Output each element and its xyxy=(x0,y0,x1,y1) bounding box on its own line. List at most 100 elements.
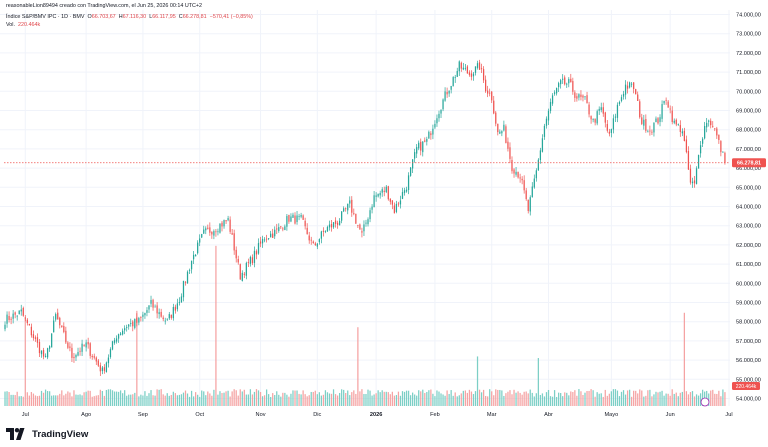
volume-bar xyxy=(365,393,367,406)
candle-body xyxy=(245,262,247,276)
candle-body xyxy=(493,100,495,114)
volume-bar xyxy=(162,394,164,406)
volume-bar xyxy=(513,389,515,406)
candle-body xyxy=(235,249,237,259)
candle-body xyxy=(405,189,408,192)
candle-body xyxy=(276,228,278,230)
volume-bar xyxy=(249,389,252,406)
candle-body xyxy=(22,307,24,316)
symbol-name[interactable]: Índice S&P/BMV IPC · 1D · BMV xyxy=(6,14,85,20)
volume-bar xyxy=(186,393,189,406)
candle-body xyxy=(324,231,327,232)
candle-body xyxy=(71,347,73,358)
candle-body xyxy=(77,352,79,356)
candle-body xyxy=(142,314,144,317)
volume-bar xyxy=(701,389,704,406)
volume-tag[interactable] xyxy=(732,382,760,390)
price-axis[interactable]: 74.000,00 73.000,00 72.000,00 71.000,00 70.0… xyxy=(4,13,766,407)
candle-body xyxy=(55,314,57,320)
volume-legend[interactable]: Vol. 220.464k xyxy=(6,22,40,28)
volume-bar xyxy=(438,391,440,406)
volume-bar xyxy=(393,395,396,406)
volume-bar xyxy=(444,395,446,406)
candle-body xyxy=(286,216,288,227)
volume-bar xyxy=(537,358,539,406)
candle-body xyxy=(622,93,625,97)
candle-body xyxy=(363,224,365,232)
volume-bar xyxy=(458,395,460,406)
volume-bar xyxy=(685,391,688,406)
volume-bar xyxy=(190,390,193,406)
volume-bar xyxy=(199,396,201,406)
volume-bar xyxy=(316,394,318,406)
candle-body xyxy=(229,219,231,232)
volume-bar xyxy=(166,393,168,406)
candle-body xyxy=(574,92,576,98)
volume-bar xyxy=(265,389,268,406)
price-tick-label: 55.000,00 xyxy=(736,377,761,383)
candle-body xyxy=(539,150,542,161)
candle-body xyxy=(330,224,333,228)
candle-body xyxy=(485,79,487,92)
event-marker-icon[interactable] xyxy=(700,397,710,407)
candle-body xyxy=(91,356,93,358)
candle-body xyxy=(687,151,690,170)
time-axis[interactable]: Jul Ago Sep Oct Nov Dic 2026 Feb Mar Abr Mayo Jun Ju… xyxy=(22,412,733,418)
volume-bar xyxy=(497,389,499,406)
volume-bar xyxy=(405,390,408,406)
tradingview-logo[interactable]: TradingView xyxy=(6,428,88,440)
volume-bar xyxy=(608,393,610,406)
volume-bar xyxy=(8,392,10,406)
candle-body xyxy=(549,102,552,111)
candle-body xyxy=(614,116,617,118)
volume-bar xyxy=(462,390,464,406)
candle-body xyxy=(207,227,209,229)
candle-body xyxy=(105,362,108,373)
candle-body xyxy=(205,228,207,231)
candle-body xyxy=(706,122,708,128)
candle-body xyxy=(172,306,174,319)
volume-bar xyxy=(341,389,343,406)
volume-bar xyxy=(454,392,456,406)
volume-bar xyxy=(188,396,191,406)
volume-bar xyxy=(436,390,438,406)
candle-body xyxy=(618,102,621,105)
last-price-tag[interactable] xyxy=(732,158,766,168)
volume-bar xyxy=(113,391,116,406)
volume-bar xyxy=(332,389,335,406)
volume-bar xyxy=(233,389,235,406)
price-tick-label: 59.000,00 xyxy=(736,301,761,307)
candle-body xyxy=(633,82,635,90)
volume-bar xyxy=(217,394,219,406)
volume-bar xyxy=(117,391,120,406)
volume-bar xyxy=(93,396,95,406)
candle-body xyxy=(261,238,264,244)
candle-body xyxy=(148,305,150,310)
candle-body xyxy=(270,233,272,238)
candle-body xyxy=(395,203,398,212)
low-value: 66.117,95 xyxy=(152,14,176,20)
candle-body xyxy=(578,94,580,98)
volume-bar xyxy=(26,392,28,406)
volume-bar xyxy=(282,392,284,406)
volume-bar xyxy=(622,390,625,406)
price-tick-label: 67.000,00 xyxy=(736,147,761,153)
candle-body xyxy=(69,346,71,348)
volume-bar xyxy=(691,391,694,406)
candle-body xyxy=(691,181,694,184)
volume-bar xyxy=(195,392,197,406)
candle-body xyxy=(624,84,627,95)
volume-bar xyxy=(588,390,590,406)
price-tick-label: 65.000,00 xyxy=(736,185,761,191)
candle-body xyxy=(241,272,243,281)
candle-body xyxy=(48,346,51,349)
volume-bar xyxy=(280,396,282,406)
candle-body xyxy=(385,186,387,193)
volume-bar xyxy=(219,391,221,406)
candle-body xyxy=(158,312,160,315)
candle-body xyxy=(558,83,560,88)
ohlc-legend[interactable]: Índice S&P/BMV IPC · 1D · BMV O66.703,67… xyxy=(6,14,253,20)
time-tick-label: Mayo xyxy=(605,412,619,418)
volume-bar xyxy=(57,395,59,406)
